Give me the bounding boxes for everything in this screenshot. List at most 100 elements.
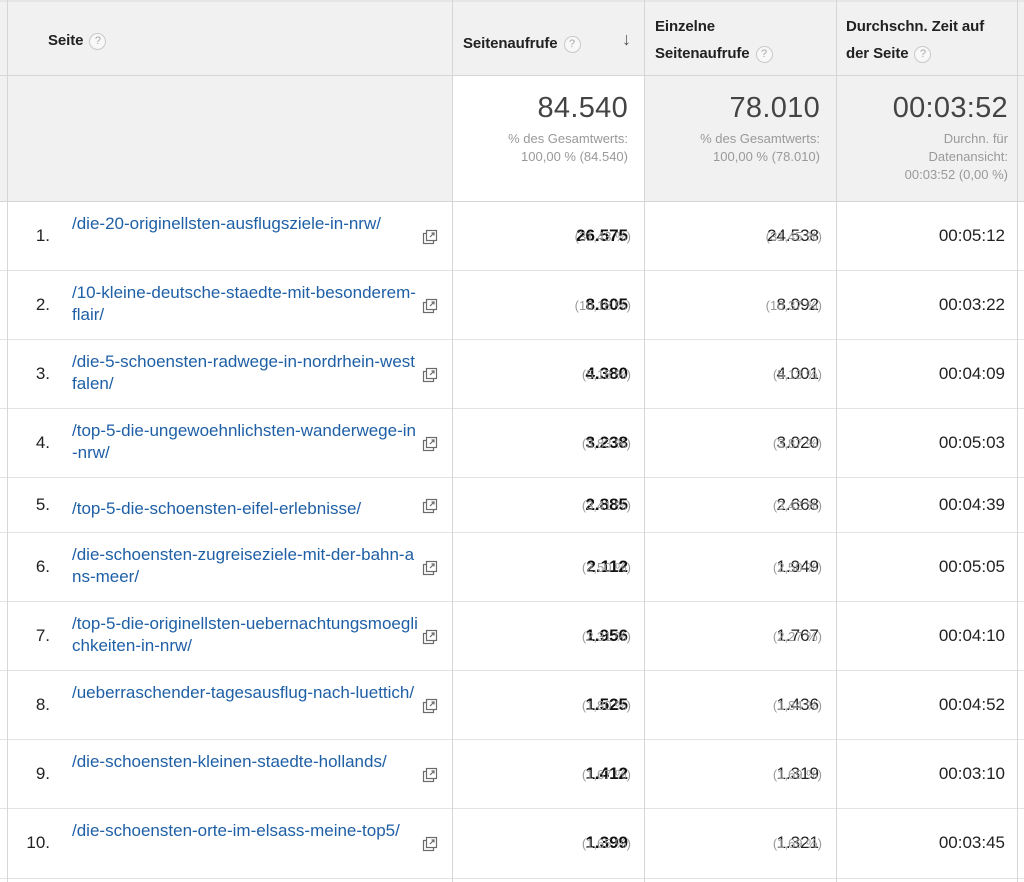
unique-pageviews-value: 8.092	[776, 295, 819, 314]
avg-time-cell	[836, 671, 1024, 739]
totals-avgtime-cell: 00:03:52 Durchn. für Datenansicht: 00:03…	[836, 76, 1024, 202]
avg-time-value: 00:04:10	[938, 626, 1005, 645]
pageviews-value: 1.399	[585, 833, 628, 852]
row-rank: 8.	[35, 695, 50, 714]
open-in-new-window-icon[interactable]	[421, 366, 439, 384]
unique-pageviews-value: 1.767	[776, 626, 819, 645]
pageviews-cell	[452, 809, 644, 878]
unique-pageviews-percent: (5,13 %)	[772, 367, 822, 382]
unique-pageviews-cell	[644, 478, 836, 532]
open-in-new-window-icon[interactable]	[421, 628, 439, 646]
open-in-new-window-icon[interactable]	[421, 835, 439, 853]
column-header-pageviews[interactable]: Seitenaufrufe?	[463, 30, 581, 57]
avg-time-cell	[836, 409, 1024, 477]
column-header-page-label: Seite	[48, 32, 84, 49]
avg-time-value: 00:03:45	[938, 833, 1005, 852]
open-in-new-window-icon[interactable]	[421, 297, 439, 315]
open-in-new-window-icon[interactable]	[421, 697, 439, 715]
pageviews-percent: (1,67 %)	[581, 767, 631, 782]
totals-pageviews-sub1: % des Gesamtwerts:	[508, 131, 628, 146]
pageviews-value: 3.238	[585, 433, 628, 452]
column-divider	[7, 0, 8, 882]
avg-time-value: 00:04:52	[938, 695, 1005, 714]
page-path-link[interactable]: /die-schoensten-orte-im-elsass-meine-top…	[72, 821, 400, 840]
column-header-avg-time[interactable]: Durchschn. Zeit auf der Seite?	[846, 13, 984, 67]
help-icon[interactable]: ?	[89, 33, 107, 50]
totals-unique-value: 78.010	[729, 92, 820, 124]
column-header-unique-label-line1: Einzelne	[655, 18, 716, 35]
page-cell	[0, 671, 452, 739]
help-icon[interactable]: ?	[755, 46, 773, 63]
column-header-unique-pageviews[interactable]: Einzelne Seitenaufrufe?	[655, 13, 773, 67]
column-header-page[interactable]: Seite?	[48, 27, 107, 54]
avg-time-value: 00:05:05	[938, 557, 1005, 576]
page-cell	[0, 202, 452, 270]
pageviews-value: 1.412	[585, 764, 628, 783]
unique-pageviews-cell	[644, 602, 836, 670]
totals-avgtime-sub1: Durchn. für	[943, 131, 1008, 146]
table-row: 10. /die-schoensten-orte-im-elsass-meine-…	[0, 809, 1024, 879]
open-in-new-window-icon[interactable]	[421, 435, 439, 453]
pageviews-cell	[452, 533, 644, 601]
unique-pageviews-percent: (1,84 %)	[772, 698, 822, 713]
page-cell	[0, 533, 452, 601]
unique-pageviews-value: 1.436	[776, 695, 819, 714]
pageviews-cell	[452, 602, 644, 670]
help-icon[interactable]: ?	[914, 46, 932, 63]
open-in-new-window-icon[interactable]	[421, 559, 439, 577]
unique-pageviews-value: 3.020	[776, 433, 819, 452]
page-path-link[interactable]: /die-5-schoensten-radwege-in-nordrhein-w…	[72, 352, 416, 393]
page-path-link[interactable]: /top-5-die-schoensten-eifel-erlebnisse/	[72, 499, 362, 518]
pageviews-value: 2.885	[585, 495, 628, 514]
unique-pageviews-percent: (2,50 %)	[772, 560, 822, 575]
page-path-link[interactable]: /die-20-originellsten-ausflugsziele-in-n…	[72, 214, 381, 233]
unique-pageviews-percent: (1,69 %)	[772, 836, 822, 851]
page-path-link[interactable]: /die-schoensten-kleinen-staedte-hollands…	[72, 752, 387, 771]
column-header-avgtime-label-line2: der Seite	[846, 45, 909, 62]
avg-time-cell	[836, 271, 1024, 339]
page-path-link[interactable]: /10-kleine-deutsche-staedte-mit-besonder…	[72, 283, 416, 324]
pageviews-percent: (2,31 %)	[581, 629, 631, 644]
page-path-link[interactable]: /die-schoensten-zugreiseziele-mit-der-ba…	[72, 545, 415, 586]
table-row: 4. /top-5-die-ungewoehnlichsten-wanderweg…	[0, 409, 1024, 478]
open-in-new-window-icon[interactable]	[421, 766, 439, 784]
sort-descending-icon[interactable]: ↓	[622, 29, 631, 49]
column-divider	[644, 0, 645, 882]
unique-pageviews-value: 4.001	[776, 364, 819, 383]
open-in-new-window-icon[interactable]	[421, 228, 439, 246]
unique-pageviews-cell	[644, 409, 836, 477]
pageviews-cell	[452, 409, 644, 477]
table-row: 5. /top-5-die-schoensten-eifel-erlebnisse…	[0, 478, 1024, 533]
unique-pageviews-value: 24.538	[767, 226, 819, 245]
page-cell	[0, 340, 452, 408]
pageviews-percent: (5,18 %)	[581, 367, 631, 382]
column-header-pageviews-label: Seitenaufrufe	[463, 35, 558, 52]
pageviews-cell	[452, 271, 644, 339]
page-path-link[interactable]: /top-5-die-originellsten-uebernachtungsm…	[72, 614, 418, 655]
column-header-avgtime-label-line1: Durchschn. Zeit auf	[846, 18, 985, 35]
help-icon[interactable]: ?	[563, 36, 581, 53]
row-rank: 9.	[35, 764, 50, 783]
page-path-link[interactable]: /top-5-die-ungewoehnlichsten-wanderwege-…	[72, 421, 416, 462]
pageviews-percent: (3,41 %)	[581, 498, 631, 513]
totals-avgtime-value: 00:03:52	[892, 92, 1008, 124]
avg-time-cell	[836, 478, 1024, 532]
unique-pageviews-percent: (2,27 %)	[772, 629, 822, 644]
page-path-link[interactable]: /ueberraschender-tagesausflug-nach-luett…	[72, 683, 415, 702]
table-row: 8. /ueberraschender-tagesausflug-nach-lue…	[0, 671, 1024, 740]
unique-pageviews-cell	[644, 202, 836, 270]
page-cell	[0, 740, 452, 808]
pageviews-percent: (1,65 %)	[581, 836, 631, 851]
avg-time-cell	[836, 740, 1024, 808]
avg-time-value: 00:03:10	[938, 764, 1005, 783]
pageviews-value: 1.956	[585, 626, 628, 645]
page-cell	[0, 409, 452, 477]
open-in-new-window-icon[interactable]	[421, 497, 439, 515]
pageviews-cell	[452, 478, 644, 532]
pageviews-percent: (1,80 %)	[581, 698, 631, 713]
unique-pageviews-percent: (3,42 %)	[772, 498, 822, 513]
avg-time-cell	[836, 533, 1024, 601]
table-header-row	[0, 0, 1024, 76]
table-row: 1. /die-20-originellsten-ausflugsziele-in…	[0, 202, 1024, 271]
column-divider	[836, 0, 837, 882]
